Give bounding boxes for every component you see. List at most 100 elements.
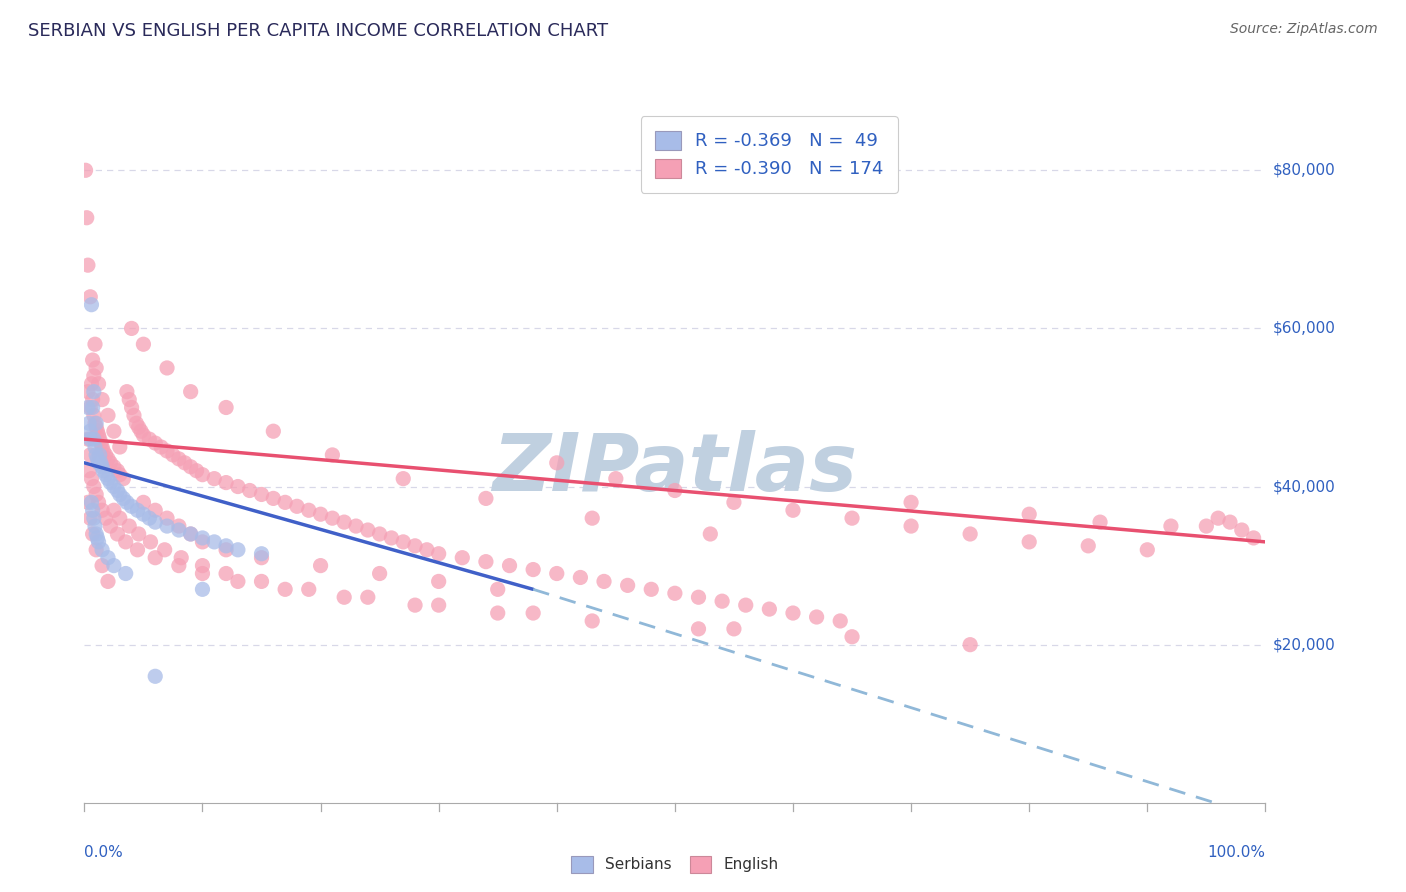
Point (87, 456, 110, 470)
Point (1230, 523, 1253, 537)
Point (97, 409, 120, 423)
Point (321, 448, 343, 462)
Point (83, 368, 105, 383)
Point (1195, 519, 1218, 533)
Point (90, 456, 112, 470)
Point (368, 566, 391, 581)
Point (86, 451, 108, 466)
Point (180, 384, 202, 399)
Point (153, 542, 176, 557)
Point (215, 401, 238, 415)
Point (486, 606, 509, 620)
Point (1018, 507, 1040, 521)
Point (80, 298, 103, 312)
Point (191, 531, 214, 545)
Text: $80,000: $80,000 (1272, 163, 1336, 178)
Point (1088, 515, 1111, 529)
Point (79, 448, 101, 462)
Point (108, 511, 131, 525)
Point (103, 424, 125, 438)
Point (127, 542, 149, 557)
Point (486, 582, 509, 597)
Text: SERBIAN VS ENGLISH PER CAPITA INCOME CORRELATION CHART: SERBIAN VS ENGLISH PER CAPITA INCOME COR… (28, 22, 609, 40)
Point (89, 448, 111, 462)
Point (77, 495, 100, 509)
Point (84, 487, 107, 501)
Point (107, 483, 129, 498)
Point (98, 456, 121, 470)
Point (98, 475, 121, 490)
Point (84, 440, 107, 454)
Point (77, 417, 100, 431)
Point (404, 598, 426, 612)
Point (711, 594, 734, 608)
Point (180, 527, 202, 541)
Text: 0.0%: 0.0% (84, 845, 124, 860)
Point (522, 563, 544, 577)
Point (1206, 511, 1229, 525)
Point (1077, 539, 1099, 553)
Point (475, 491, 498, 506)
Point (593, 574, 616, 589)
Point (87, 495, 110, 509)
Point (688, 591, 710, 605)
Point (321, 511, 343, 525)
Point (522, 606, 544, 620)
Point (723, 622, 745, 636)
Point (86, 424, 108, 438)
Point (91, 440, 114, 454)
Point (83, 479, 105, 493)
Point (97, 574, 120, 589)
Text: Source: ZipAtlas.com: Source: ZipAtlas.com (1230, 22, 1378, 37)
Point (167, 519, 190, 533)
Point (94, 448, 117, 462)
Point (82, 353, 104, 368)
Point (114, 566, 136, 581)
Point (76, 211, 98, 225)
Point (226, 542, 249, 557)
Point (664, 483, 686, 498)
Point (959, 527, 981, 541)
Point (103, 503, 125, 517)
Point (191, 566, 214, 581)
Point (250, 550, 273, 565)
Point (132, 428, 155, 442)
Point (143, 550, 166, 565)
Point (77, 401, 100, 415)
Point (156, 519, 179, 533)
Point (344, 519, 367, 533)
Point (128, 527, 150, 541)
Point (80, 376, 103, 391)
Point (97, 550, 120, 565)
Point (112, 472, 135, 486)
Point (806, 610, 828, 624)
Point (215, 542, 238, 557)
Point (274, 582, 297, 597)
Point (841, 630, 863, 644)
Point (226, 574, 249, 589)
Text: $20,000: $20,000 (1272, 637, 1336, 652)
Point (84, 519, 107, 533)
Point (79, 511, 101, 525)
Point (664, 586, 686, 600)
Point (83, 409, 105, 423)
Point (114, 535, 136, 549)
Point (285, 500, 308, 514)
Point (368, 527, 391, 541)
Point (404, 539, 426, 553)
Point (121, 401, 143, 415)
Point (191, 558, 214, 573)
Point (82, 503, 104, 517)
Point (90, 436, 112, 450)
Point (107, 464, 129, 478)
Point (333, 591, 356, 605)
Point (1018, 535, 1040, 549)
Point (77, 384, 100, 399)
Text: 100.0%: 100.0% (1208, 845, 1265, 860)
Point (91, 464, 114, 478)
Point (180, 459, 202, 474)
Point (427, 598, 450, 612)
Point (427, 574, 450, 589)
Point (79, 290, 101, 304)
Point (298, 582, 321, 597)
